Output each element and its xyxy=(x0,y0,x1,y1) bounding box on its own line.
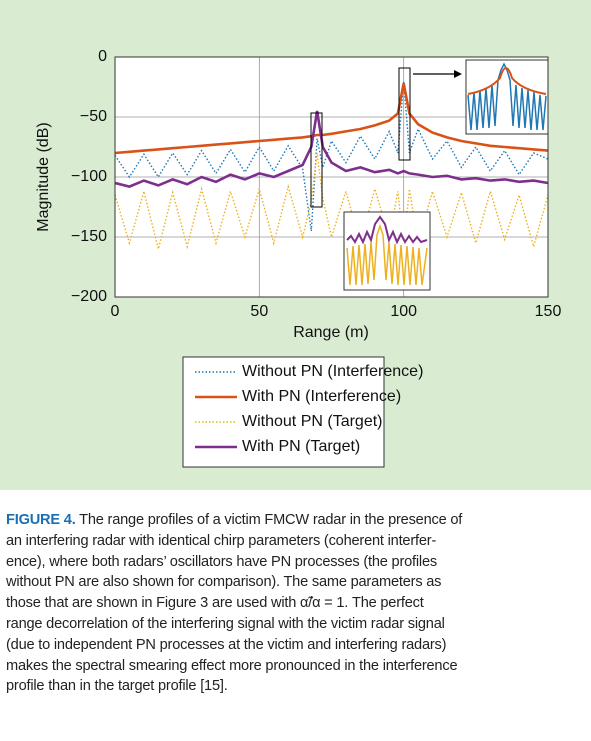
x-tick-label: 50 xyxy=(250,303,268,320)
x-tick-label: 150 xyxy=(535,303,562,320)
caption-line: makes the spectral smearing effect more … xyxy=(6,656,586,677)
y-tick-label: −150 xyxy=(71,228,107,245)
y-tick-label: 0 xyxy=(98,48,107,65)
series-line xyxy=(114,110,549,188)
caption: FIGURE 4. The range profiles of a victim… xyxy=(6,510,586,697)
caption-line: range decorrelation of the interfering s… xyxy=(6,614,586,635)
caption-line: (due to independent PN processes at the … xyxy=(6,635,586,656)
caption-label: FIGURE 4. xyxy=(6,512,76,528)
caption-text: an interfering radar with identical chir… xyxy=(6,532,437,549)
caption-text: The range profiles of a victim FMCW rada… xyxy=(75,512,463,528)
y-axis-title: Magnitude (dB) xyxy=(35,122,52,231)
inset-line xyxy=(467,62,547,131)
y-tick-label: −50 xyxy=(80,108,107,125)
caption-text: without PN are also shown for comparison… xyxy=(6,574,442,591)
chart: Range (m) Magnitude (dB) 0 −50 −100 −150 −20… xyxy=(35,48,562,468)
arrow-head xyxy=(454,70,462,78)
legend-label: Without PN (Target) xyxy=(242,413,382,430)
y-tick-label: −200 xyxy=(71,288,107,305)
inset xyxy=(343,211,431,291)
x-tick-label: 0 xyxy=(111,303,120,320)
zoom-box xyxy=(398,67,411,161)
caption-line: without PN are also shown for comparison… xyxy=(6,572,586,593)
inset-line xyxy=(346,223,428,286)
caption-text: ence), where both radars’ oscillators ha… xyxy=(6,553,437,570)
legend-label: With PN (Target) xyxy=(242,438,360,455)
x-axis-title: Range (m) xyxy=(293,324,369,341)
inset-line xyxy=(467,67,547,95)
caption-line: profile than in the target profile [15]. xyxy=(6,676,586,697)
x-tick-label: 100 xyxy=(390,303,417,320)
y-tick-label: −100 xyxy=(71,168,107,185)
caption-text: range decorrelation of the interfering s… xyxy=(6,615,445,632)
caption-line: ence), where both radars’ oscillators ha… xyxy=(6,552,586,573)
caption-line: an interfering radar with identical chir… xyxy=(6,531,586,552)
legend xyxy=(182,356,385,468)
inset-line xyxy=(346,215,428,245)
legend-label: With PN (Interference) xyxy=(242,388,401,405)
zoom-box xyxy=(310,112,323,208)
caption-text: (due to independent PN processes at the … xyxy=(6,636,447,653)
caption-text: profile than in the target profile [15]. xyxy=(6,678,228,695)
caption-text: makes the spectral smearing effect more … xyxy=(6,657,458,674)
caption-line: those that are shown in Figure 3 are use… xyxy=(6,593,586,614)
plot-frame xyxy=(114,56,549,298)
caption-line: FIGURE 4. The range profiles of a victim… xyxy=(6,510,586,531)
caption-text: those that are shown in Figure 3 are use… xyxy=(6,595,424,612)
legend-label: Without PN (Interference) xyxy=(242,363,423,380)
series-line xyxy=(114,83,549,155)
inset xyxy=(465,59,549,135)
